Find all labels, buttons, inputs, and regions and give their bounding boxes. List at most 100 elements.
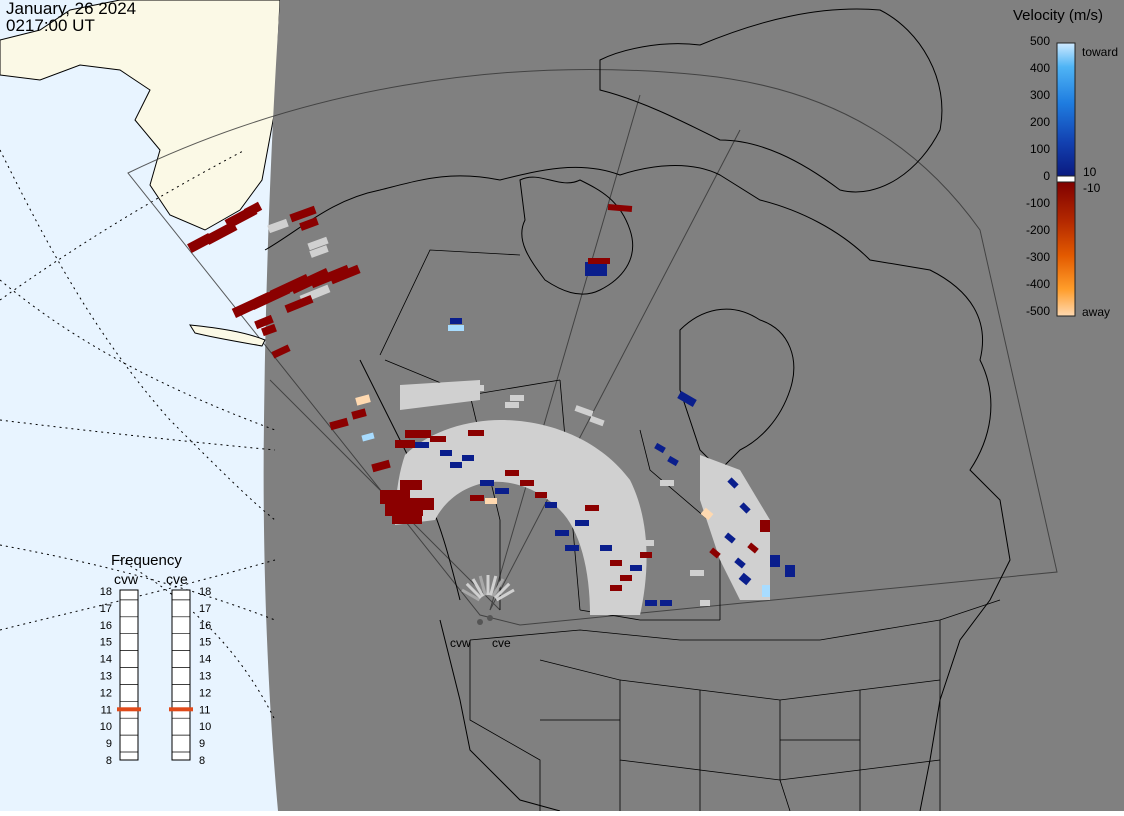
echo-beam: [461, 588, 481, 602]
time-label: 0217:00 UT: [6, 16, 95, 35]
echo-cell: [405, 430, 431, 438]
echo-cell: [555, 530, 569, 536]
echo-cell: [361, 432, 375, 442]
frequency-level-label: 9: [106, 738, 112, 750]
echo-beam: [465, 582, 482, 599]
echo-cell: [351, 408, 367, 420]
echo-cell: [432, 385, 446, 391]
frequency-level-label: 10: [100, 721, 112, 733]
colorbar-ticks: 500 400 300 200 100 0 -100 -200 -300 -400 -500: [1026, 34, 1050, 318]
echo-cell: [575, 520, 589, 526]
echo-cell: [585, 505, 599, 511]
echo-cell: [620, 515, 634, 521]
echo-cell: [415, 442, 429, 448]
echo-cell: [505, 402, 519, 408]
colorbar-tick-label: -200: [1026, 223, 1050, 237]
frequency-cve-label: cve: [166, 571, 188, 587]
echo-cell: [505, 470, 519, 476]
frequency-level-label: 14: [199, 654, 211, 666]
colorbar-neg-threshold: -10: [1083, 181, 1101, 195]
echo-cell: [630, 565, 642, 571]
frequency-level-label: 12: [100, 687, 112, 699]
echo-cell: [289, 268, 331, 294]
frequency-level-label: 8: [199, 755, 205, 767]
echo-cell: [468, 430, 484, 436]
colorbar-away-label: away: [1082, 305, 1110, 319]
echo-beam: [491, 578, 505, 598]
echo-cell: [667, 455, 679, 467]
colorbar-pos-threshold: 10: [1083, 165, 1097, 179]
echo-cell: [284, 295, 314, 313]
frequency-cvw-label: cvw: [114, 571, 139, 587]
echo-cell: [495, 488, 509, 494]
echo-cell: [645, 600, 657, 606]
echo-cell: [660, 600, 672, 606]
colorbar-zero: [1056, 175, 1076, 183]
frequency-level-label: 12: [199, 687, 211, 699]
echo-cell: [307, 236, 329, 251]
frequency-cvw-column: [119, 589, 139, 761]
frequency-level-label: 10: [199, 721, 211, 733]
echo-cell: [450, 462, 462, 468]
echo-cell: [299, 217, 319, 231]
echo-cell: [574, 405, 594, 417]
echo-cell: [462, 455, 474, 461]
echo-cell: [600, 500, 618, 506]
echo-cell: [654, 442, 666, 454]
echo-cells: [187, 201, 795, 606]
velocity-colorbar: Velocity (m/s) 500 400 300 200 100 0 -100 -200 -…: [1013, 7, 1118, 319]
echo-cell: [371, 459, 391, 473]
echo-cell: [289, 205, 317, 223]
echo-cell: [545, 502, 557, 508]
frequency-level-label: 18: [199, 586, 211, 598]
echo-cell: [392, 510, 422, 524]
date-label: January, 26 2024: [6, 0, 137, 18]
echo-cell: [329, 417, 349, 431]
colorbar-tick-label: -400: [1026, 277, 1050, 291]
colorbar-toward-label: toward: [1082, 45, 1118, 59]
frequency-title: Frequency: [111, 552, 182, 569]
echo-cell: [448, 325, 464, 331]
echo-cell: [585, 262, 607, 276]
frequency-panel: Frequency cvw cve 18 18 17 17 16 16 15 15 14 14 13…: [100, 552, 212, 767]
echo-cell: [254, 314, 274, 330]
echo-cell: [700, 600, 710, 606]
echo-beam: [471, 578, 485, 598]
echo-cell: [485, 498, 497, 504]
echo-cell: [267, 218, 289, 234]
echo-cell: [785, 565, 795, 577]
echo-cell: [510, 395, 524, 401]
echo-cell: [724, 532, 736, 544]
echo-cell: [271, 344, 291, 359]
echo-cell: [610, 585, 622, 591]
echo-cell: [734, 557, 746, 569]
echo-beam: [478, 575, 487, 596]
echo-cell: [727, 477, 739, 489]
echo-cell: [738, 572, 752, 586]
echo-cell: [588, 258, 610, 264]
echo-cell: [747, 542, 759, 554]
frequency-level-label: 9: [199, 738, 205, 750]
colorbar-positive: [1056, 42, 1076, 177]
echo-cell: [640, 552, 652, 558]
frequency-level-label: 16: [199, 620, 211, 632]
colorbar-tick-label: -100: [1026, 196, 1050, 210]
echo-cell: [739, 502, 751, 514]
colorbar-tick-label: -300: [1026, 250, 1050, 264]
colorbar-title: Velocity (m/s): [1013, 7, 1103, 24]
echo-beam: [489, 575, 498, 596]
echo-cell: [329, 264, 361, 285]
frequency-level-label: 13: [100, 671, 112, 683]
echo-cell: [770, 555, 780, 567]
radar-east-label: cve: [492, 636, 511, 650]
echo-cell: [309, 245, 329, 258]
echo-cell: [470, 385, 484, 391]
frequency-level-label: 15: [199, 637, 211, 649]
colorbar-tick-label: 0: [1043, 169, 1050, 183]
echo-cell: [690, 570, 704, 576]
echo-cell: [607, 203, 633, 213]
frequency-level-label: 8: [106, 755, 112, 767]
frequency-level-label: 15: [100, 637, 112, 649]
